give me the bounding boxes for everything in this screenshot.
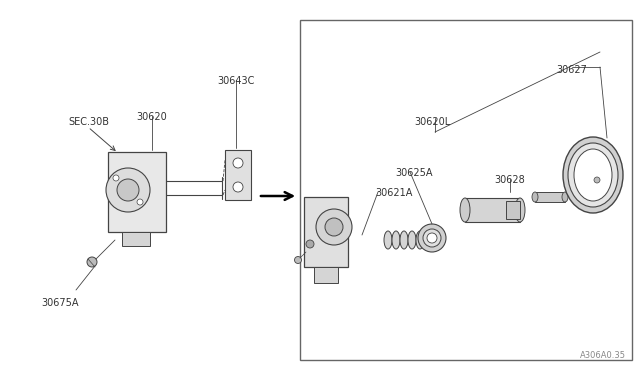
- Bar: [300, 20, 632, 360]
- Circle shape: [325, 218, 343, 236]
- Bar: [535, 192, 565, 202]
- Text: SEC.30B: SEC.30B: [68, 117, 109, 127]
- Bar: [108, 152, 166, 232]
- Text: 30625A: 30625A: [395, 168, 433, 178]
- Circle shape: [427, 233, 437, 243]
- Circle shape: [423, 229, 441, 247]
- Circle shape: [233, 182, 243, 192]
- Ellipse shape: [562, 192, 568, 202]
- Ellipse shape: [532, 192, 538, 202]
- Circle shape: [233, 158, 243, 168]
- Circle shape: [316, 209, 352, 245]
- Text: 30627: 30627: [557, 65, 588, 75]
- Text: A306A0.35: A306A0.35: [580, 351, 626, 360]
- Circle shape: [106, 168, 150, 212]
- Ellipse shape: [460, 198, 470, 222]
- Bar: [465, 198, 520, 222]
- Ellipse shape: [515, 198, 525, 222]
- Ellipse shape: [563, 137, 623, 213]
- Ellipse shape: [408, 231, 416, 249]
- Circle shape: [306, 240, 314, 248]
- Text: 30643C: 30643C: [218, 76, 255, 86]
- Text: 30620: 30620: [136, 112, 168, 122]
- Circle shape: [594, 177, 600, 183]
- Text: 30675A: 30675A: [41, 298, 79, 308]
- Circle shape: [113, 175, 119, 181]
- Ellipse shape: [574, 149, 612, 201]
- Ellipse shape: [400, 231, 408, 249]
- Bar: [506, 201, 520, 219]
- Ellipse shape: [568, 143, 618, 207]
- Circle shape: [117, 179, 139, 201]
- Circle shape: [87, 257, 97, 267]
- Bar: [304, 197, 348, 267]
- Text: 30621A: 30621A: [375, 188, 412, 198]
- Circle shape: [137, 199, 143, 205]
- Bar: [122, 232, 150, 246]
- Ellipse shape: [392, 231, 400, 249]
- Ellipse shape: [416, 231, 424, 249]
- Bar: [314, 267, 338, 283]
- Text: 30628: 30628: [495, 175, 525, 185]
- Bar: [225, 150, 251, 200]
- Ellipse shape: [384, 231, 392, 249]
- Circle shape: [294, 257, 301, 263]
- Text: 30620L: 30620L: [414, 117, 450, 127]
- Circle shape: [418, 224, 446, 252]
